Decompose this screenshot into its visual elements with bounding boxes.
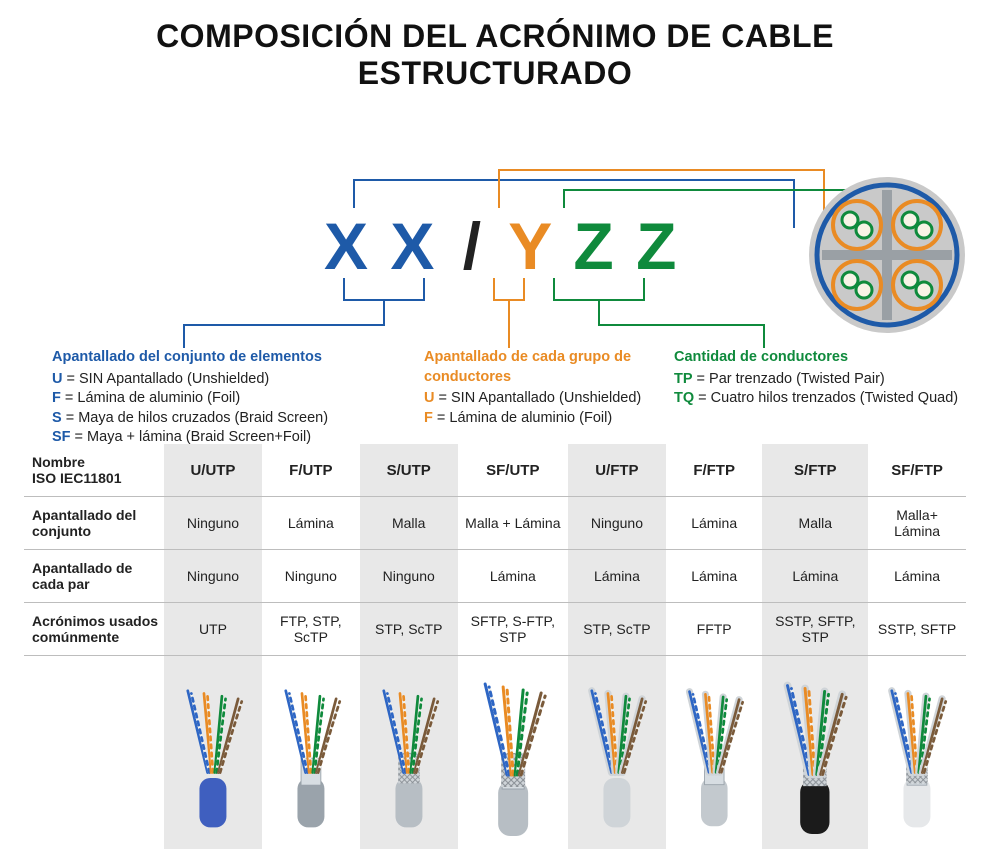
- legend-zz-key-1: TQ: [674, 390, 694, 406]
- cable-illustrations-row: [24, 656, 966, 849]
- table-cell: Ninguno: [164, 550, 262, 603]
- table-corner: Nombre ISO IEC11801: [24, 444, 164, 497]
- col-hdr-1: F/UTP: [262, 444, 360, 497]
- cable-illus-7: [872, 666, 962, 836]
- table-cell: SFTP, S-FTP, STP: [458, 603, 568, 656]
- acronym-slash: /: [463, 209, 483, 283]
- legend-y-txt-1: = Lámina de aluminio (Foil): [433, 410, 612, 426]
- table-cell: Ninguno: [568, 497, 666, 550]
- table-cell: FTP, STP, ScTP: [262, 603, 360, 656]
- table-header-row: Nombre ISO IEC11801 U/UTP F/UTP S/UTP SF…: [24, 444, 966, 497]
- legend-xx-txt-0: = SIN Apantallado (Unshielded): [62, 371, 269, 387]
- legend-xx-header: Apantallado del conjunto de elementos: [52, 348, 412, 368]
- table-cell: Malla+ Lámina: [868, 497, 966, 550]
- col-hdr-4: U/FTP: [568, 444, 666, 497]
- table-cell: Lámina: [568, 550, 666, 603]
- table-cell: Lámina: [262, 497, 360, 550]
- table-cell: Lámina: [458, 550, 568, 603]
- cable-illus-5: [670, 666, 759, 836]
- legend-y-txt-0: = SIN Apantallado (Unshielded): [434, 390, 641, 406]
- table-row: Apantallado delconjuntoNingunoLáminaMall…: [24, 497, 966, 550]
- legend-y-header: Apantallado de cada grupo de conductores: [424, 348, 684, 387]
- col-hdr-0: U/UTP: [164, 444, 262, 497]
- row-label: Apantallado decada par: [24, 550, 164, 603]
- legend-y-key-0: U: [424, 390, 434, 406]
- table-cell: STP, ScTP: [568, 603, 666, 656]
- page-title: COMPOSICIÓN DEL ACRÓNIMO DE CABLE ESTRUC…: [24, 18, 966, 92]
- legend-xx-key-3: SF: [52, 429, 71, 445]
- table-cell: Ninguno: [262, 550, 360, 603]
- cable-cross-section-icon: [802, 170, 972, 340]
- table-cell: STP, ScTP: [360, 603, 458, 656]
- table-cell: Lámina: [666, 497, 763, 550]
- table-row: Acrónimos usadoscomúnmenteUTPFTP, STP, S…: [24, 603, 966, 656]
- table-corner-l1: Nombre: [32, 454, 85, 470]
- legend-y-key-1: F: [424, 410, 433, 426]
- row-label: Apantallado delconjunto: [24, 497, 164, 550]
- legend-zz-header: Cantidad de conductores: [674, 348, 984, 368]
- legend-xx-txt-3: = Maya + lámina (Braid Screen+Foil): [71, 429, 312, 445]
- acronym-y: Y: [508, 209, 553, 283]
- table-corner-l2: ISO IEC11801: [32, 470, 122, 486]
- legend-xx-key-0: U: [52, 371, 62, 387]
- acronym-letters: X X / Y Z Z: [324, 208, 678, 284]
- acronym-diagram: X X / Y Z Z: [24, 100, 966, 440]
- row-label: Acrónimos usadoscomúnmente: [24, 603, 164, 656]
- table-cell: Malla: [762, 497, 868, 550]
- table-cell: Malla: [360, 497, 458, 550]
- table-cell: Lámina: [666, 550, 763, 603]
- cable-illus-3: [462, 666, 564, 836]
- acronym-xx: X X: [324, 209, 436, 283]
- cable-types-table: Nombre ISO IEC11801 U/UTP F/UTP S/UTP SF…: [24, 444, 966, 849]
- legend-xx: Apantallado del conjunto de elementos U …: [52, 348, 412, 448]
- cable-illus-2: [364, 666, 454, 836]
- legend-zz-txt-0: = Par trenzado (Twisted Pair): [693, 371, 885, 387]
- col-hdr-6: S/FTP: [762, 444, 868, 497]
- cable-illus-1: [266, 666, 356, 836]
- legend-xx-key-1: F: [52, 390, 61, 406]
- table-cell: Lámina: [868, 550, 966, 603]
- cable-illus-0: [168, 666, 258, 836]
- table-cell: SSTP, SFTP, STP: [762, 603, 868, 656]
- legend-xx-txt-2: = Maya de hilos cruzados (Braid Screen): [62, 410, 328, 426]
- table-cell: UTP: [164, 603, 262, 656]
- cable-illus-4: [572, 666, 662, 836]
- table-cell: SSTP, SFTP: [868, 603, 966, 656]
- table-row: Apantallado decada parNingunoNingunoNing…: [24, 550, 966, 603]
- acronym-zz: Z Z: [573, 209, 678, 283]
- table-cell: Ninguno: [164, 497, 262, 550]
- legend-zz-txt-1: = Cuatro hilos trenzados (Twisted Quad): [694, 390, 958, 406]
- legend-zz-key-0: TP: [674, 371, 693, 387]
- table-cell: Ninguno: [360, 550, 458, 603]
- col-hdr-3: SF/UTP: [458, 444, 568, 497]
- table-cell: Malla + Lámina: [458, 497, 568, 550]
- table-cell: FFTP: [666, 603, 763, 656]
- col-hdr-5: F/FTP: [666, 444, 763, 497]
- legend-xx-key-2: S: [52, 410, 62, 426]
- table-cell: Lámina: [762, 550, 868, 603]
- legend-xx-txt-1: = Lámina de aluminio (Foil): [61, 390, 240, 406]
- cable-illus-6: [766, 666, 864, 836]
- legend-y: Apantallado de cada grupo de conductores…: [424, 348, 684, 428]
- col-hdr-2: S/UTP: [360, 444, 458, 497]
- col-hdr-7: SF/FTP: [868, 444, 966, 497]
- legend-zz: Cantidad de conductores TP = Par trenzad…: [674, 348, 984, 409]
